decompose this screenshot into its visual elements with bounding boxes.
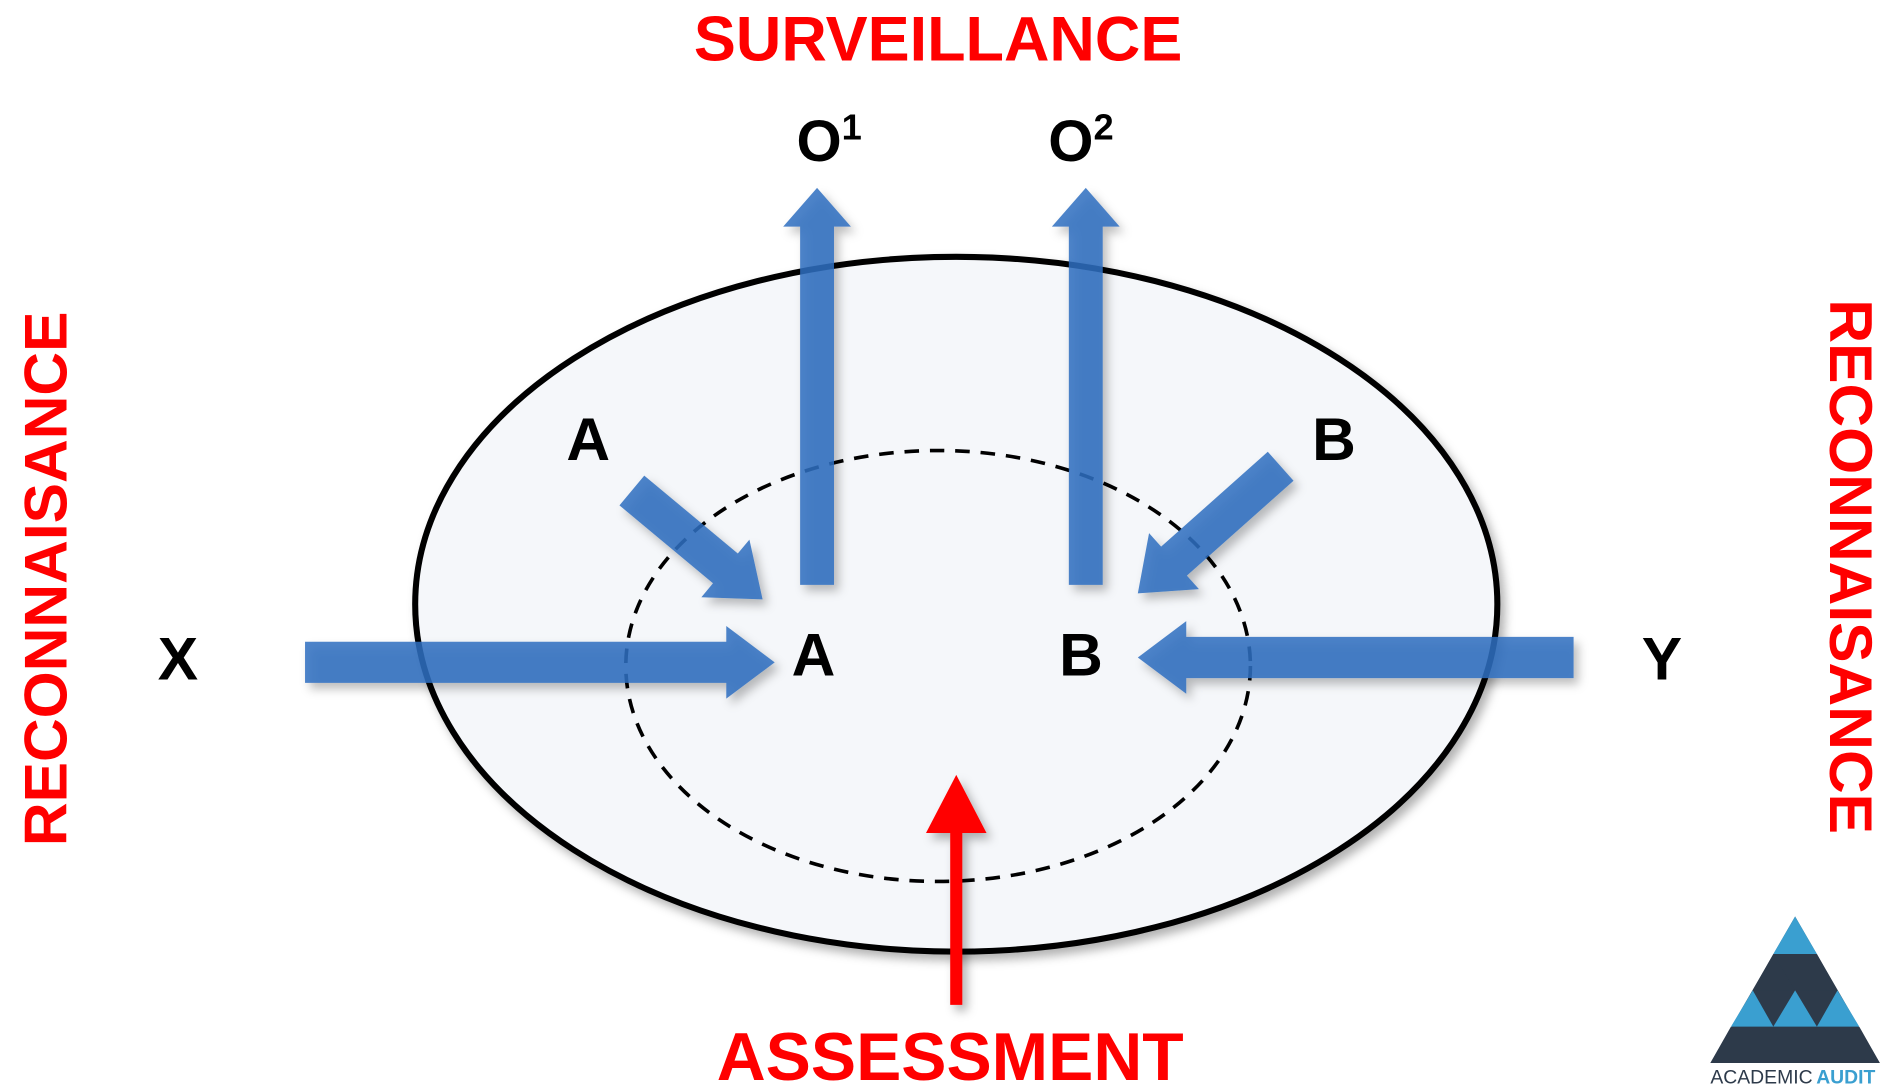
title: SURVEILLANCE	[694, 5, 1182, 75]
center-label: B	[1059, 621, 1103, 689]
output-sup: 1	[842, 106, 862, 147]
arrows	[305, 187, 1574, 1005]
input-arrow	[1137, 621, 1574, 694]
input-label: A	[566, 405, 610, 473]
input-arrow	[1137, 451, 1294, 594]
logo-word: ACADEMIC	[1710, 1067, 1812, 1085]
output-arrow	[783, 187, 851, 585]
input-label: Y	[1642, 624, 1682, 692]
input-label: X	[158, 624, 198, 692]
bottom-label: ASSESSMENT	[717, 1020, 1184, 1085]
input-label: B	[1312, 405, 1356, 473]
output-label: O1	[796, 106, 861, 174]
input-arrow	[305, 626, 775, 699]
input-arrow	[619, 475, 763, 600]
center-label: A	[792, 621, 836, 689]
output-letter: O	[796, 109, 841, 174]
side-label-right: RECONNAISANCE	[1817, 299, 1885, 834]
logo: ACADEMIC AUDIT	[1710, 916, 1880, 1085]
output-arrow	[1051, 187, 1120, 585]
output-letter: O	[1048, 109, 1093, 174]
side-label-left: RECONNAISANCE	[12, 312, 80, 847]
output-sup: 2	[1093, 106, 1113, 147]
output-label: O2	[1048, 106, 1113, 174]
logo-text: ACADEMIC AUDIT	[1710, 1067, 1875, 1085]
logo-word: AUDIT	[1816, 1067, 1875, 1085]
assessment-arrow	[926, 774, 987, 1005]
